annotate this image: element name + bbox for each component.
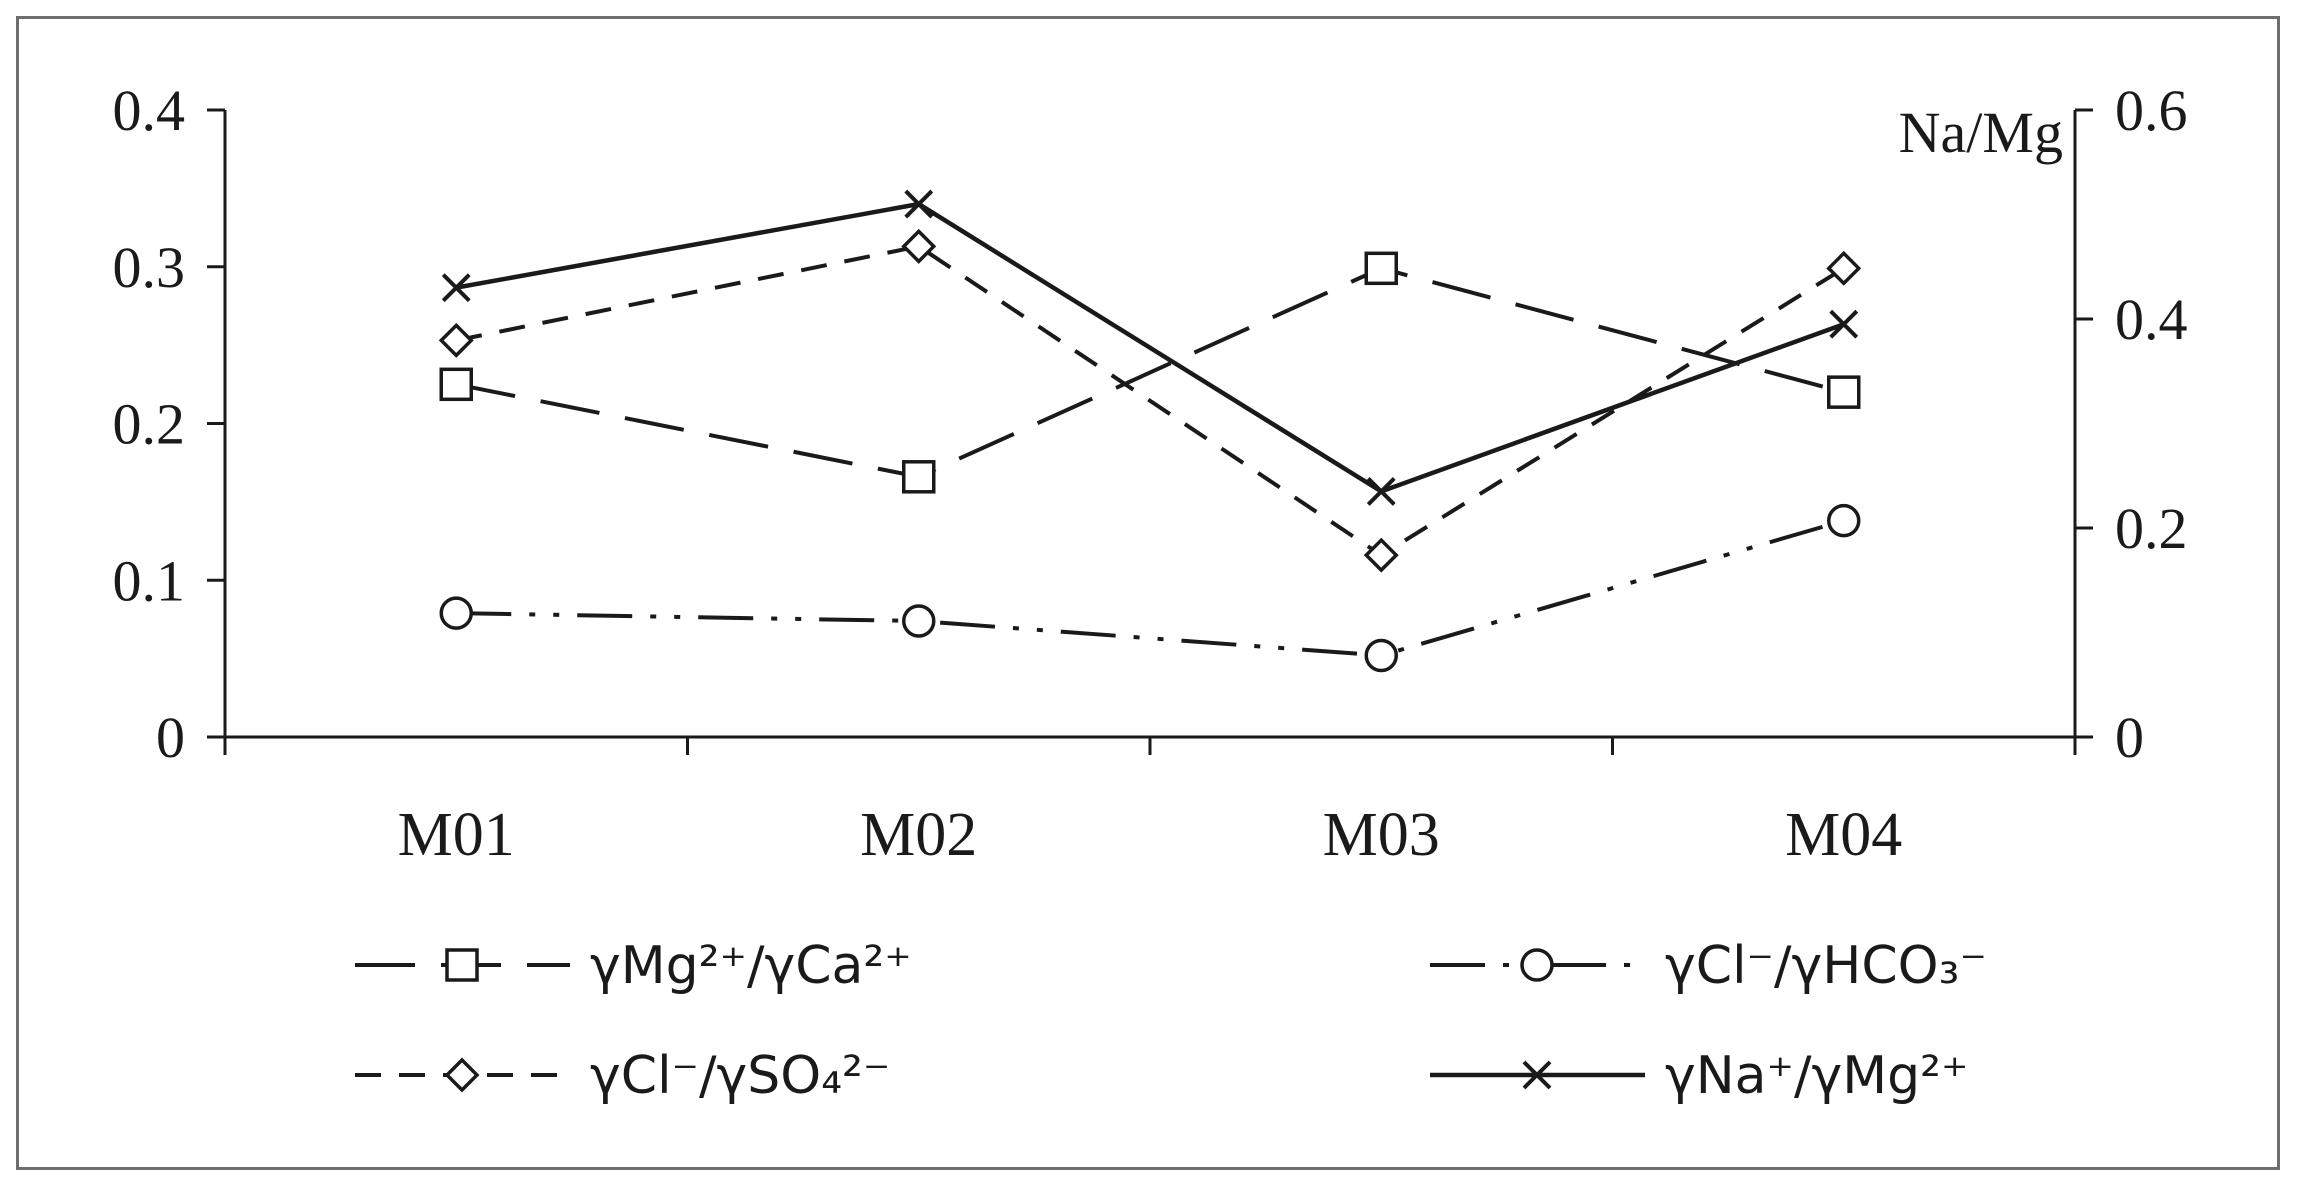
data-point-series-4 xyxy=(1829,309,1859,339)
legend-label: γCl⁻/γSO₄²⁻ xyxy=(590,1046,890,1106)
legend-label: γMg²⁺/γCa²⁺ xyxy=(590,936,912,996)
right-y-tick-label: 0.2 xyxy=(2115,496,2188,561)
data-point-series-1 xyxy=(1364,251,1398,286)
legend-item: γCl⁻/γSO₄²⁻ xyxy=(355,1046,890,1106)
data-point-series-1 xyxy=(439,367,473,402)
data-point-series-2 xyxy=(439,596,473,630)
right-y-tick-label: 0.4 xyxy=(2115,287,2188,352)
series-line-4 xyxy=(455,201,1845,494)
left-y-tick-label: 0 xyxy=(156,705,185,770)
data-point-series-3 xyxy=(1826,250,1862,286)
x-marker-stroke xyxy=(904,189,934,219)
x-category-label: M02 xyxy=(860,801,977,869)
series-line-3 xyxy=(455,244,1845,558)
right-y-tick-label: 0 xyxy=(2115,705,2144,770)
legend-item: γCl⁻/γHCO₃⁻ xyxy=(1430,936,1987,996)
right-y-tick-label: 0.6 xyxy=(2115,78,2188,143)
data-point-series-3 xyxy=(438,322,474,358)
x-category-label: M04 xyxy=(1785,801,1902,869)
data-point-series-2 xyxy=(902,604,936,638)
x-category-label: M03 xyxy=(1323,801,1440,869)
data-point-series-1 xyxy=(902,460,936,494)
data-point-series-4 xyxy=(441,273,471,303)
right-y-axis-title: Na/Mg xyxy=(1899,100,2063,165)
legend-label: γNa⁺/γMg²⁺ xyxy=(1665,1046,1968,1106)
series-line-1 xyxy=(455,266,1845,479)
left-y-tick-label: 0.1 xyxy=(113,548,186,613)
axes: 0 0.1 0.2 0.3 0.4 0 0.2 0.4 0.6 Na/Mg M01 M02 M03 M04 xyxy=(113,78,2188,869)
x-marker-stroke xyxy=(1522,1060,1552,1090)
legend-label: γCl⁻/γHCO₃⁻ xyxy=(1665,936,1987,996)
chart-frame xyxy=(16,16,2280,1170)
left-y-tick-label: 0.4 xyxy=(113,78,186,143)
series-line-2 xyxy=(456,518,1845,658)
x-marker-stroke xyxy=(1829,309,1859,339)
series-markers xyxy=(438,189,1862,673)
data-point-series-2 xyxy=(1364,638,1398,673)
legend: γMg²⁺/γCa²⁺ γCl⁻/γHCO₃⁻ γCl⁻/γSO₄²⁻ γNa⁺/γM… xyxy=(355,936,1987,1106)
data-point-series-1 xyxy=(1827,375,1861,409)
square-marker xyxy=(445,948,479,982)
x-marker-stroke xyxy=(1366,477,1396,506)
left-y-tick-label: 0.3 xyxy=(113,235,186,300)
x-category-label: M01 xyxy=(398,801,515,869)
data-point-series-3 xyxy=(1363,537,1399,573)
data-point-series-2 xyxy=(1827,503,1861,538)
left-y-tick-label: 0.2 xyxy=(113,392,186,457)
series-lines xyxy=(455,201,1845,658)
x-marker-stroke xyxy=(441,273,471,303)
legend-item: γMg²⁺/γCa²⁺ xyxy=(355,936,912,996)
x-marker xyxy=(1522,1060,1552,1090)
data-point-series-3 xyxy=(901,228,937,264)
data-point-series-4 xyxy=(1366,477,1396,506)
data-point-series-4 xyxy=(904,189,934,219)
diamond-marker xyxy=(444,1057,480,1093)
circle-marker xyxy=(1520,948,1554,982)
legend-item: γNa⁺/γMg²⁺ xyxy=(1430,1046,1968,1106)
